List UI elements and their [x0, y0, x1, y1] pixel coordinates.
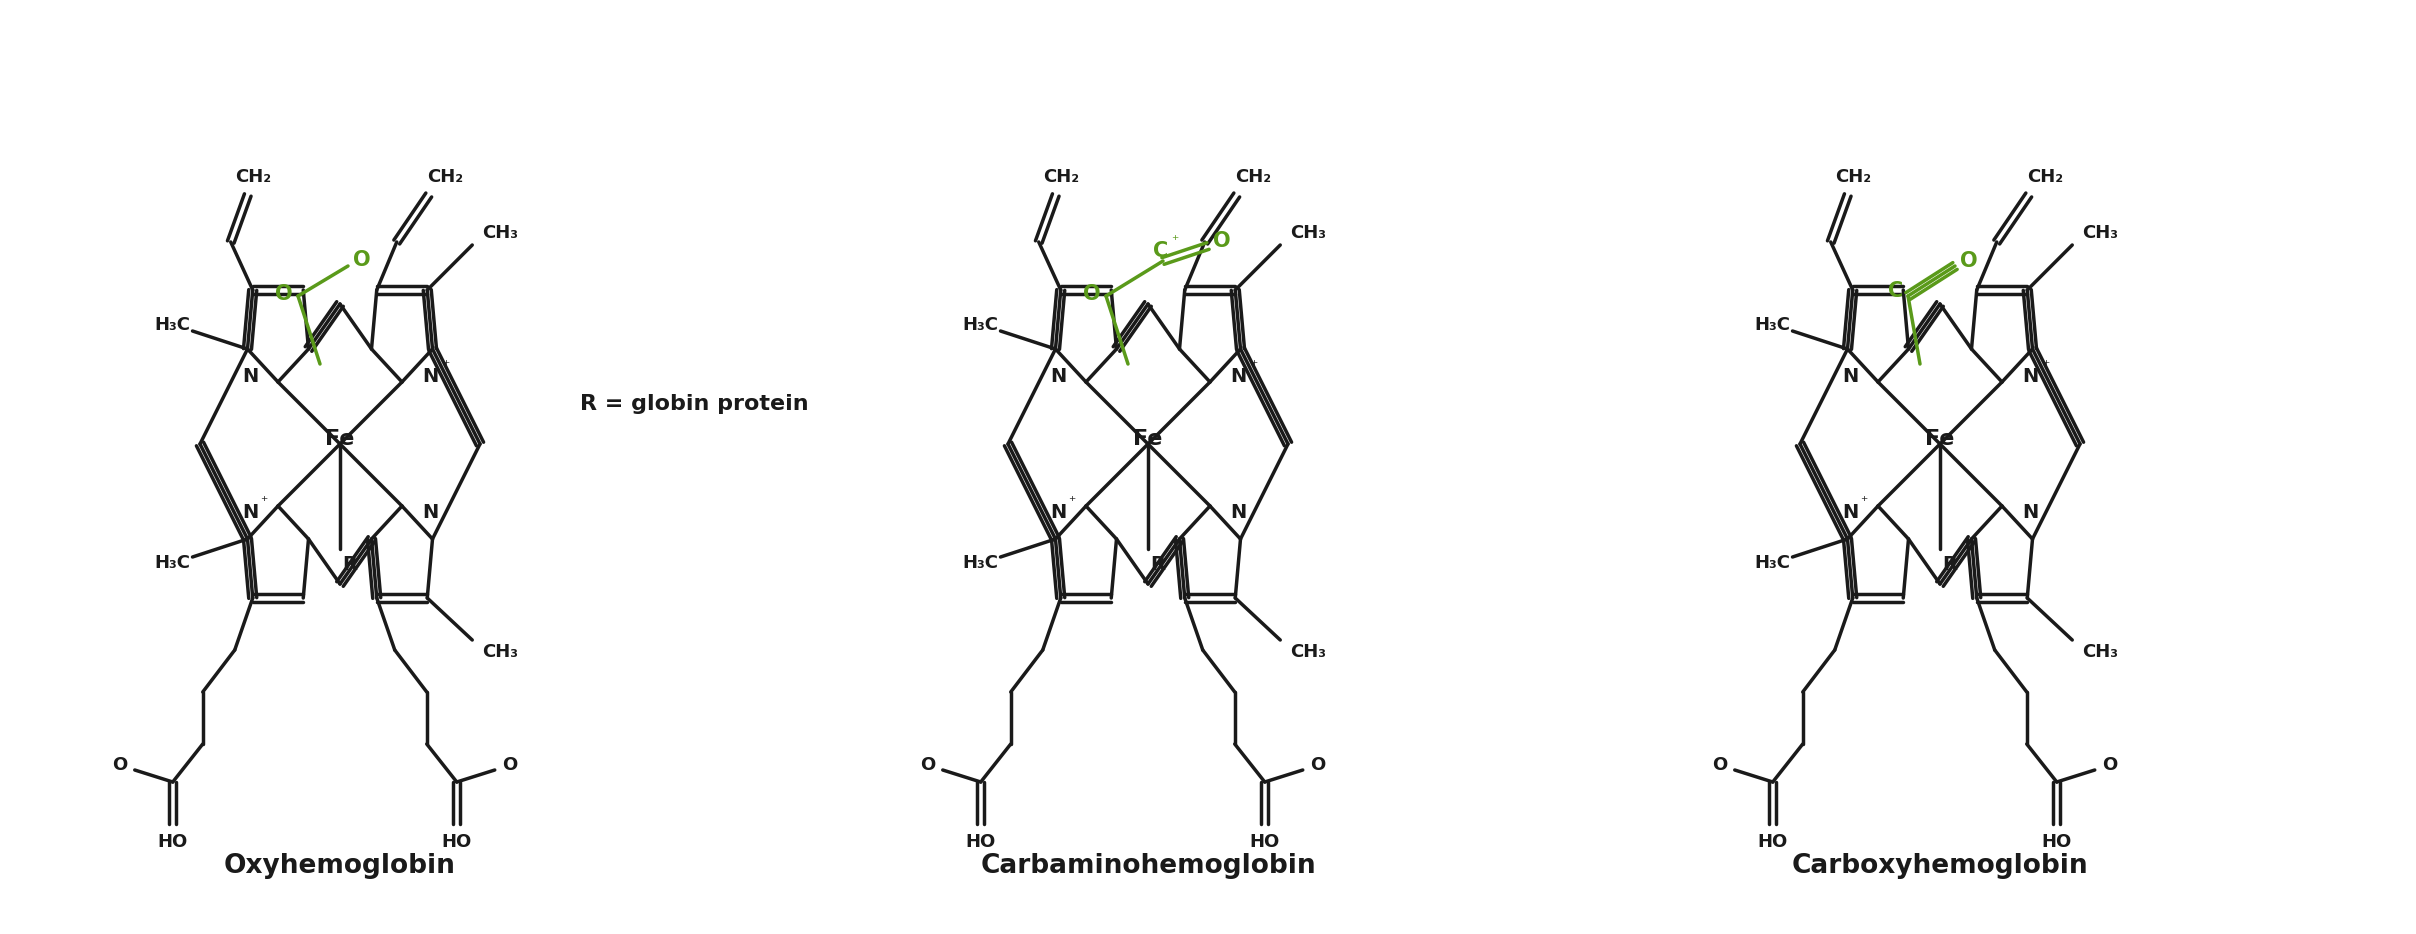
Text: R = globin protein: R = globin protein	[580, 394, 809, 414]
Text: CH₃: CH₃	[1290, 643, 1326, 661]
Text: R: R	[1942, 555, 1957, 573]
Text: Fe: Fe	[1926, 429, 1955, 449]
Text: H₃C: H₃C	[1754, 316, 1790, 334]
Text: CH₂: CH₂	[234, 168, 271, 186]
Text: CH₃: CH₃	[2083, 643, 2119, 661]
Text: R: R	[1150, 555, 1165, 573]
Text: N: N	[423, 502, 437, 521]
Text: O: O	[111, 756, 128, 774]
Text: O: O	[353, 250, 370, 270]
Text: N: N	[1051, 366, 1065, 386]
Text: Carbaminohemoglobin: Carbaminohemoglobin	[981, 853, 1317, 879]
Text: HO: HO	[966, 833, 995, 851]
Text: ⁺: ⁺	[261, 495, 268, 509]
Text: HO: HO	[1249, 833, 1280, 851]
Text: ⁺: ⁺	[1172, 234, 1179, 248]
Text: ⁺: ⁺	[2042, 359, 2049, 373]
Text: O: O	[920, 756, 935, 774]
Text: CH₂: CH₂	[1044, 168, 1080, 186]
Text: HO: HO	[1756, 833, 1788, 851]
Text: O: O	[1309, 756, 1326, 774]
Text: H₃C: H₃C	[962, 554, 998, 572]
Text: ⁺: ⁺	[442, 359, 449, 373]
Text: N: N	[1051, 502, 1065, 521]
Text: O: O	[1213, 231, 1230, 251]
Text: CH₂: CH₂	[1235, 168, 1271, 186]
Text: N: N	[1841, 502, 1858, 521]
Text: CH₂: CH₂	[1834, 168, 1870, 186]
Text: N: N	[242, 502, 259, 521]
Text: CH₃: CH₃	[483, 643, 519, 661]
Text: CH₃: CH₃	[1290, 224, 1326, 242]
Text: ⁺: ⁺	[1860, 495, 1868, 509]
Text: O: O	[503, 756, 517, 774]
Text: Oxyhemoglobin: Oxyhemoglobin	[225, 853, 457, 879]
Text: C: C	[1889, 281, 1904, 301]
Text: C: C	[1152, 241, 1169, 261]
Text: H₃C: H₃C	[155, 554, 191, 572]
Text: N: N	[2022, 502, 2039, 521]
Text: O: O	[275, 284, 292, 304]
Text: N: N	[1230, 366, 1247, 386]
Text: CH₂: CH₂	[428, 168, 464, 186]
Text: HO: HO	[157, 833, 188, 851]
Text: H₃C: H₃C	[155, 316, 191, 334]
Text: O: O	[2102, 756, 2116, 774]
Text: O: O	[1959, 251, 1979, 271]
Text: H₃C: H₃C	[962, 316, 998, 334]
Text: N: N	[423, 366, 437, 386]
Text: Carboxyhemoglobin: Carboxyhemoglobin	[1793, 853, 2087, 879]
Text: Fe: Fe	[1133, 429, 1162, 449]
Text: N: N	[242, 366, 259, 386]
Text: N: N	[1841, 366, 1858, 386]
Text: H₃C: H₃C	[1754, 554, 1790, 572]
Text: ⁺: ⁺	[1068, 495, 1075, 509]
Text: O: O	[1713, 756, 1727, 774]
Text: CH₃: CH₃	[483, 224, 519, 242]
Text: R: R	[343, 555, 358, 573]
Text: N: N	[1230, 502, 1247, 521]
Text: CH₃: CH₃	[2083, 224, 2119, 242]
Text: N: N	[2022, 366, 2039, 386]
Text: HO: HO	[2042, 833, 2073, 851]
Text: ⁺: ⁺	[1251, 359, 1259, 373]
Text: O: O	[1082, 284, 1102, 304]
Text: Fe: Fe	[326, 429, 355, 449]
Text: HO: HO	[442, 833, 471, 851]
Text: CH₂: CH₂	[2027, 168, 2063, 186]
